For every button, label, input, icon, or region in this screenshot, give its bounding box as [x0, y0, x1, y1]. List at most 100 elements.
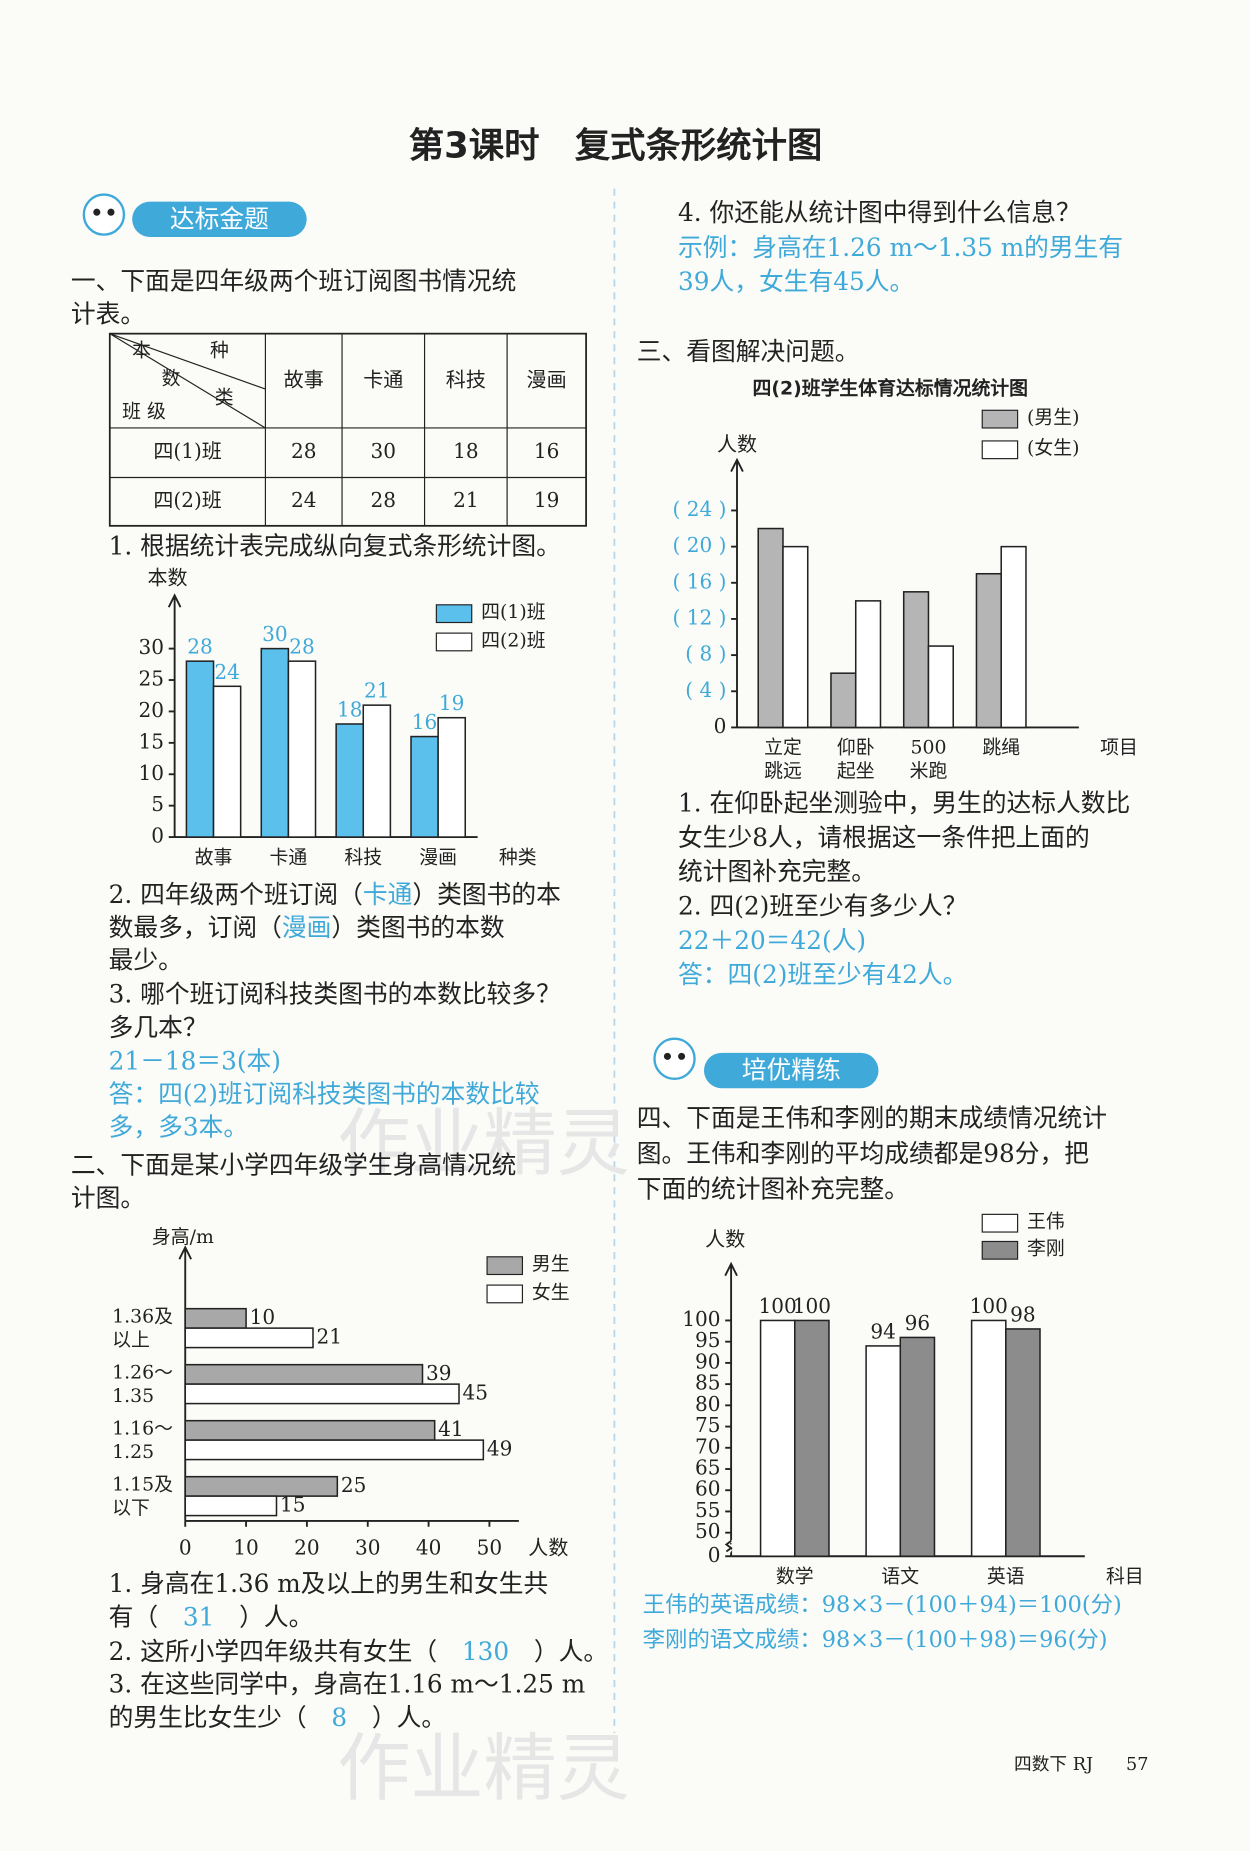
category-label: 1.15及: [112, 1474, 173, 1496]
y-tick-label: 0: [151, 824, 164, 848]
y-tick-label: 70: [695, 1434, 721, 1458]
table-cell: 30: [371, 439, 397, 463]
bar: [184, 1419, 436, 1441]
category-label: 数学: [776, 1565, 814, 1587]
page-title: 第3课时 复式条形统计图: [409, 125, 823, 166]
y-axis: [730, 457, 744, 728]
y-tick-label: 15: [139, 729, 165, 753]
bar: [184, 1383, 460, 1405]
bar: [260, 647, 290, 838]
answer: 王伟的英语成绩：98×3－(100＋94)＝100(分): [643, 1592, 1122, 1618]
category-label: 跳绳: [982, 737, 1020, 759]
category-label: 漫画: [419, 846, 457, 868]
y-axis-label: 人数: [705, 1227, 745, 1251]
text-line: 答：四(2)班至少有42人。: [678, 960, 967, 989]
bar: [184, 1327, 314, 1349]
text-line: 四、下面是王伟和李刚的期末成绩情况统计: [637, 1104, 1107, 1133]
y-axis: [167, 593, 182, 838]
text-segment: ）人。: [509, 1636, 608, 1665]
bar: [830, 672, 857, 729]
value-label: 10: [250, 1305, 276, 1329]
y-tick-label: 0: [714, 714, 727, 738]
y-tick-label: 30: [139, 635, 165, 659]
value-label: 25: [341, 1473, 367, 1497]
y-tick-label: ( 16 ): [673, 569, 727, 593]
text-line: 的男生比女生少（ 8 ）人。: [109, 1702, 447, 1731]
table-cell: 21: [453, 488, 479, 512]
table-cell: 18: [453, 439, 479, 463]
y-axis-label: 身高/m: [152, 1226, 214, 1248]
text-segment: ）人。: [347, 1702, 446, 1731]
y-tick-label: 95: [695, 1328, 721, 1352]
bar: [865, 1345, 902, 1558]
footer-page: 57: [1126, 1755, 1149, 1775]
table-corner-label: 类: [215, 386, 234, 408]
badge-label: 达标金题: [170, 204, 269, 233]
value-label: 41: [438, 1417, 464, 1441]
text-line: 2. 四年级两个班订阅（卡通）类图书的本: [109, 880, 561, 909]
x-tick-label: 40: [416, 1536, 442, 1560]
text-line: 3. 在这些同学中，身高在1.16 m～1.25 m: [109, 1669, 586, 1698]
mascot-icon: [653, 1037, 696, 1080]
legend-label: 女生: [532, 1281, 570, 1303]
y-tick-label: ( 20 ): [673, 533, 727, 557]
text-line: 3. 哪个班订阅科技类图书的本数比较多？: [109, 980, 561, 1009]
value-label: 100: [793, 1294, 831, 1318]
footer-book: 四数下 RJ: [1014, 1754, 1093, 1775]
table-cell: 19: [534, 488, 560, 512]
bar: [757, 527, 784, 729]
y-tick-label: 25: [139, 667, 165, 691]
y-tick-label: 60: [695, 1477, 721, 1501]
x-tick-label: 20: [294, 1536, 320, 1560]
text-segment: ）人。: [214, 1602, 313, 1631]
answer: 130: [462, 1636, 509, 1665]
table-cell: 16: [534, 439, 560, 463]
badge-bg: [703, 1052, 879, 1089]
text-line: 计表。: [71, 299, 145, 328]
bar: [902, 591, 930, 729]
value-label: 98: [1010, 1302, 1036, 1326]
text-line: 答：四(2)班订阅科技类图书的本数比较: [109, 1079, 540, 1108]
text-line: 22＋20＝42(人): [678, 926, 866, 955]
value-label: 49: [487, 1436, 512, 1460]
x-axis-label: 科目: [1106, 1565, 1144, 1587]
category-label: 1.26～: [112, 1362, 173, 1384]
legend-label: (女生): [1027, 437, 1079, 459]
legend-label: 男生: [532, 1253, 570, 1275]
category-label: 立定: [764, 737, 802, 759]
category-label: 卡通: [270, 846, 308, 868]
text-line: 2. 这所小学四年级共有女生（ 130 ）人。: [109, 1636, 608, 1665]
badge: 达标金题: [82, 193, 307, 237]
legend-swatch: [981, 1240, 1019, 1260]
table-border: [108, 332, 587, 527]
value-label: 100: [970, 1294, 1008, 1318]
table-header: 卡通: [363, 367, 403, 391]
bar: [854, 600, 882, 729]
legend-label: 四(1)班: [481, 601, 546, 623]
text-segment: 2. 这所小学四年级共有女生（: [109, 1636, 462, 1665]
watermark: 作业精灵: [337, 1726, 629, 1811]
legend-swatch: [981, 1213, 1019, 1233]
legend-swatch: [981, 409, 1019, 429]
text-line: 下面的统计图补充完整。: [637, 1174, 909, 1203]
x-axis-label: 人数: [528, 1536, 568, 1560]
text-segment: 数最多，订阅（: [109, 913, 282, 942]
value-label: 19: [439, 691, 465, 715]
table-corner-label: 数: [162, 368, 181, 390]
mascot-eye: [107, 208, 115, 216]
category-label: 米跑: [910, 760, 948, 782]
x-tick-label: 50: [477, 1536, 503, 1560]
value-label: 28: [187, 635, 213, 659]
text-line: 有（ 31 ）人。: [109, 1602, 314, 1631]
text-line: 图。王伟和李刚的平均成绩都是98分，把: [637, 1139, 1089, 1168]
answer: 漫画: [282, 913, 332, 942]
y-tick-label: 65: [695, 1456, 721, 1480]
y-tick-label: ( 12 ): [673, 605, 727, 629]
bar: [927, 645, 954, 729]
x-axis-label: 种类: [499, 846, 537, 868]
bar: [335, 723, 365, 838]
bar: [185, 660, 215, 838]
category-label: 语文: [881, 1565, 919, 1587]
